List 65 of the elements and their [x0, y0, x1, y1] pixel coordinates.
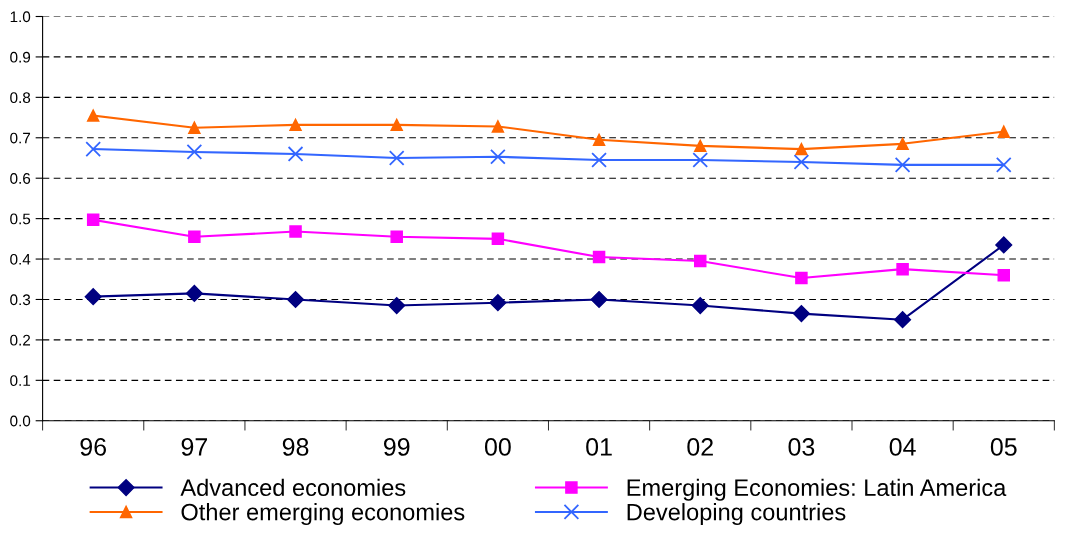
y-tick-label: 0.1	[10, 375, 31, 387]
point	[491, 120, 505, 133]
point	[896, 262, 909, 276]
point	[86, 109, 100, 122]
point	[491, 232, 505, 246]
point	[84, 288, 102, 306]
x-tick-label: 96	[80, 438, 106, 456]
point	[894, 157, 911, 173]
point	[590, 290, 608, 309]
point	[390, 230, 403, 244]
point	[793, 154, 810, 170]
legend-label: Other emerging economies	[181, 503, 465, 526]
point	[894, 311, 912, 329]
point	[490, 148, 506, 165]
legend-label: Emerging Economies: Latin America	[627, 478, 1007, 501]
point	[995, 157, 1012, 173]
point	[997, 268, 1011, 282]
y-tick-label: 0.7	[10, 132, 31, 144]
point	[287, 146, 304, 162]
point	[592, 133, 606, 147]
y-tick-label: 1.0	[10, 11, 31, 23]
x-tick-label: 02	[687, 438, 713, 456]
x-tick-label: 05	[990, 438, 1017, 456]
point	[692, 152, 709, 168]
point	[693, 139, 707, 153]
x-tick-label: 03	[788, 438, 815, 456]
point	[795, 142, 808, 156]
point	[188, 121, 201, 134]
point	[289, 118, 302, 132]
x-tick-label: 99	[383, 438, 410, 456]
legend-label: Advanced economies	[180, 478, 406, 497]
point	[997, 125, 1011, 138]
point	[86, 213, 100, 227]
point	[995, 236, 1013, 254]
point	[388, 150, 405, 166]
point	[186, 144, 203, 160]
point	[693, 254, 707, 268]
point	[289, 225, 302, 238]
point	[185, 284, 203, 302]
point	[795, 271, 808, 285]
point	[85, 141, 102, 157]
point	[489, 294, 507, 312]
y-tick-label: 0.0	[10, 415, 31, 427]
y-tick-label: 0.5	[10, 213, 31, 225]
legend-label: Developing countries	[627, 503, 846, 526]
point	[286, 290, 305, 309]
x-tick-label: 04	[889, 438, 916, 456]
y-tick-label: 0.3	[10, 294, 31, 306]
x-tick-label: 97	[181, 438, 208, 456]
point	[592, 250, 606, 264]
point	[591, 152, 607, 168]
point	[388, 296, 406, 315]
point	[390, 118, 403, 132]
y-tick-label: 0.2	[10, 334, 31, 346]
y-tick-label: 0.8	[10, 92, 31, 104]
point	[188, 230, 201, 244]
y-tick-label: 0.9	[10, 51, 31, 63]
point	[896, 137, 909, 151]
x-tick-label: 00	[484, 438, 511, 456]
point	[792, 305, 810, 323]
y-tick-label: 0.6	[10, 173, 31, 184]
x-tick-label: 98	[282, 438, 309, 456]
x-tick-label: 01	[586, 438, 612, 456]
point	[691, 296, 709, 315]
y-tick-label: 0.4	[10, 253, 31, 265]
